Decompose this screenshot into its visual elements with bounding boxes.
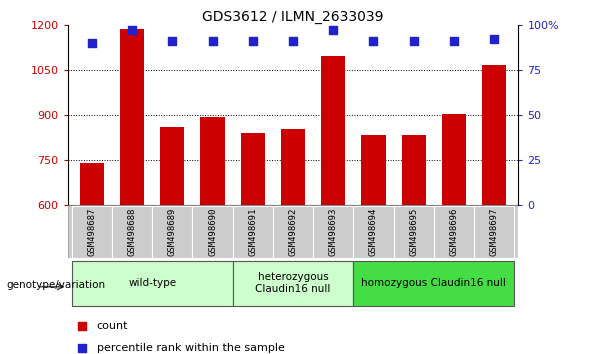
FancyBboxPatch shape <box>233 261 353 306</box>
Bar <box>442 114 466 205</box>
Bar <box>200 117 224 205</box>
Point <box>489 36 499 42</box>
Point <box>208 38 217 44</box>
Bar <box>152 206 193 258</box>
Text: GSM498695: GSM498695 <box>409 208 418 256</box>
Text: GSM498687: GSM498687 <box>87 208 97 256</box>
Point <box>409 38 418 44</box>
Bar <box>112 206 152 258</box>
Text: GSM498691: GSM498691 <box>249 208 257 256</box>
Point <box>504 79 514 85</box>
Text: homozygous Claudin16 null: homozygous Claudin16 null <box>362 278 507 288</box>
Bar <box>273 206 313 258</box>
Bar <box>160 127 184 205</box>
Text: genotype/variation: genotype/variation <box>6 280 105 290</box>
Bar <box>474 206 514 258</box>
Bar <box>353 206 393 258</box>
Text: GSM498689: GSM498689 <box>168 208 177 256</box>
Bar <box>233 206 273 258</box>
Point <box>449 38 459 44</box>
FancyBboxPatch shape <box>72 261 233 306</box>
Text: GSM498690: GSM498690 <box>208 208 217 256</box>
Text: percentile rank within the sample: percentile rank within the sample <box>97 343 284 353</box>
Bar <box>80 163 104 205</box>
Text: GSM498694: GSM498694 <box>369 208 378 256</box>
Bar <box>393 206 434 258</box>
Bar <box>120 29 144 205</box>
Point <box>87 40 97 46</box>
Point <box>369 38 378 44</box>
Bar <box>434 206 474 258</box>
Bar <box>281 129 305 205</box>
Text: GSM498692: GSM498692 <box>289 208 297 256</box>
Text: wild-type: wild-type <box>128 278 176 288</box>
Text: GSM498688: GSM498688 <box>128 208 137 256</box>
Point <box>504 272 514 278</box>
Point <box>168 38 177 44</box>
Bar <box>402 135 426 205</box>
Text: GSM498697: GSM498697 <box>489 208 499 256</box>
Bar <box>241 133 265 205</box>
Text: GSM498696: GSM498696 <box>449 208 458 256</box>
Point <box>127 27 137 33</box>
Text: count: count <box>97 321 128 331</box>
Text: GSM498693: GSM498693 <box>329 208 337 256</box>
Bar <box>482 65 507 205</box>
Bar <box>313 206 353 258</box>
Point <box>248 38 257 44</box>
FancyBboxPatch shape <box>353 261 514 306</box>
Bar <box>321 56 345 205</box>
Title: GDS3612 / ILMN_2633039: GDS3612 / ILMN_2633039 <box>202 10 384 24</box>
Point <box>289 38 298 44</box>
Bar <box>362 135 386 205</box>
Point <box>329 27 338 33</box>
Text: heterozygous
Claudin16 null: heterozygous Claudin16 null <box>256 272 330 294</box>
Bar <box>193 206 233 258</box>
Bar <box>72 206 112 258</box>
